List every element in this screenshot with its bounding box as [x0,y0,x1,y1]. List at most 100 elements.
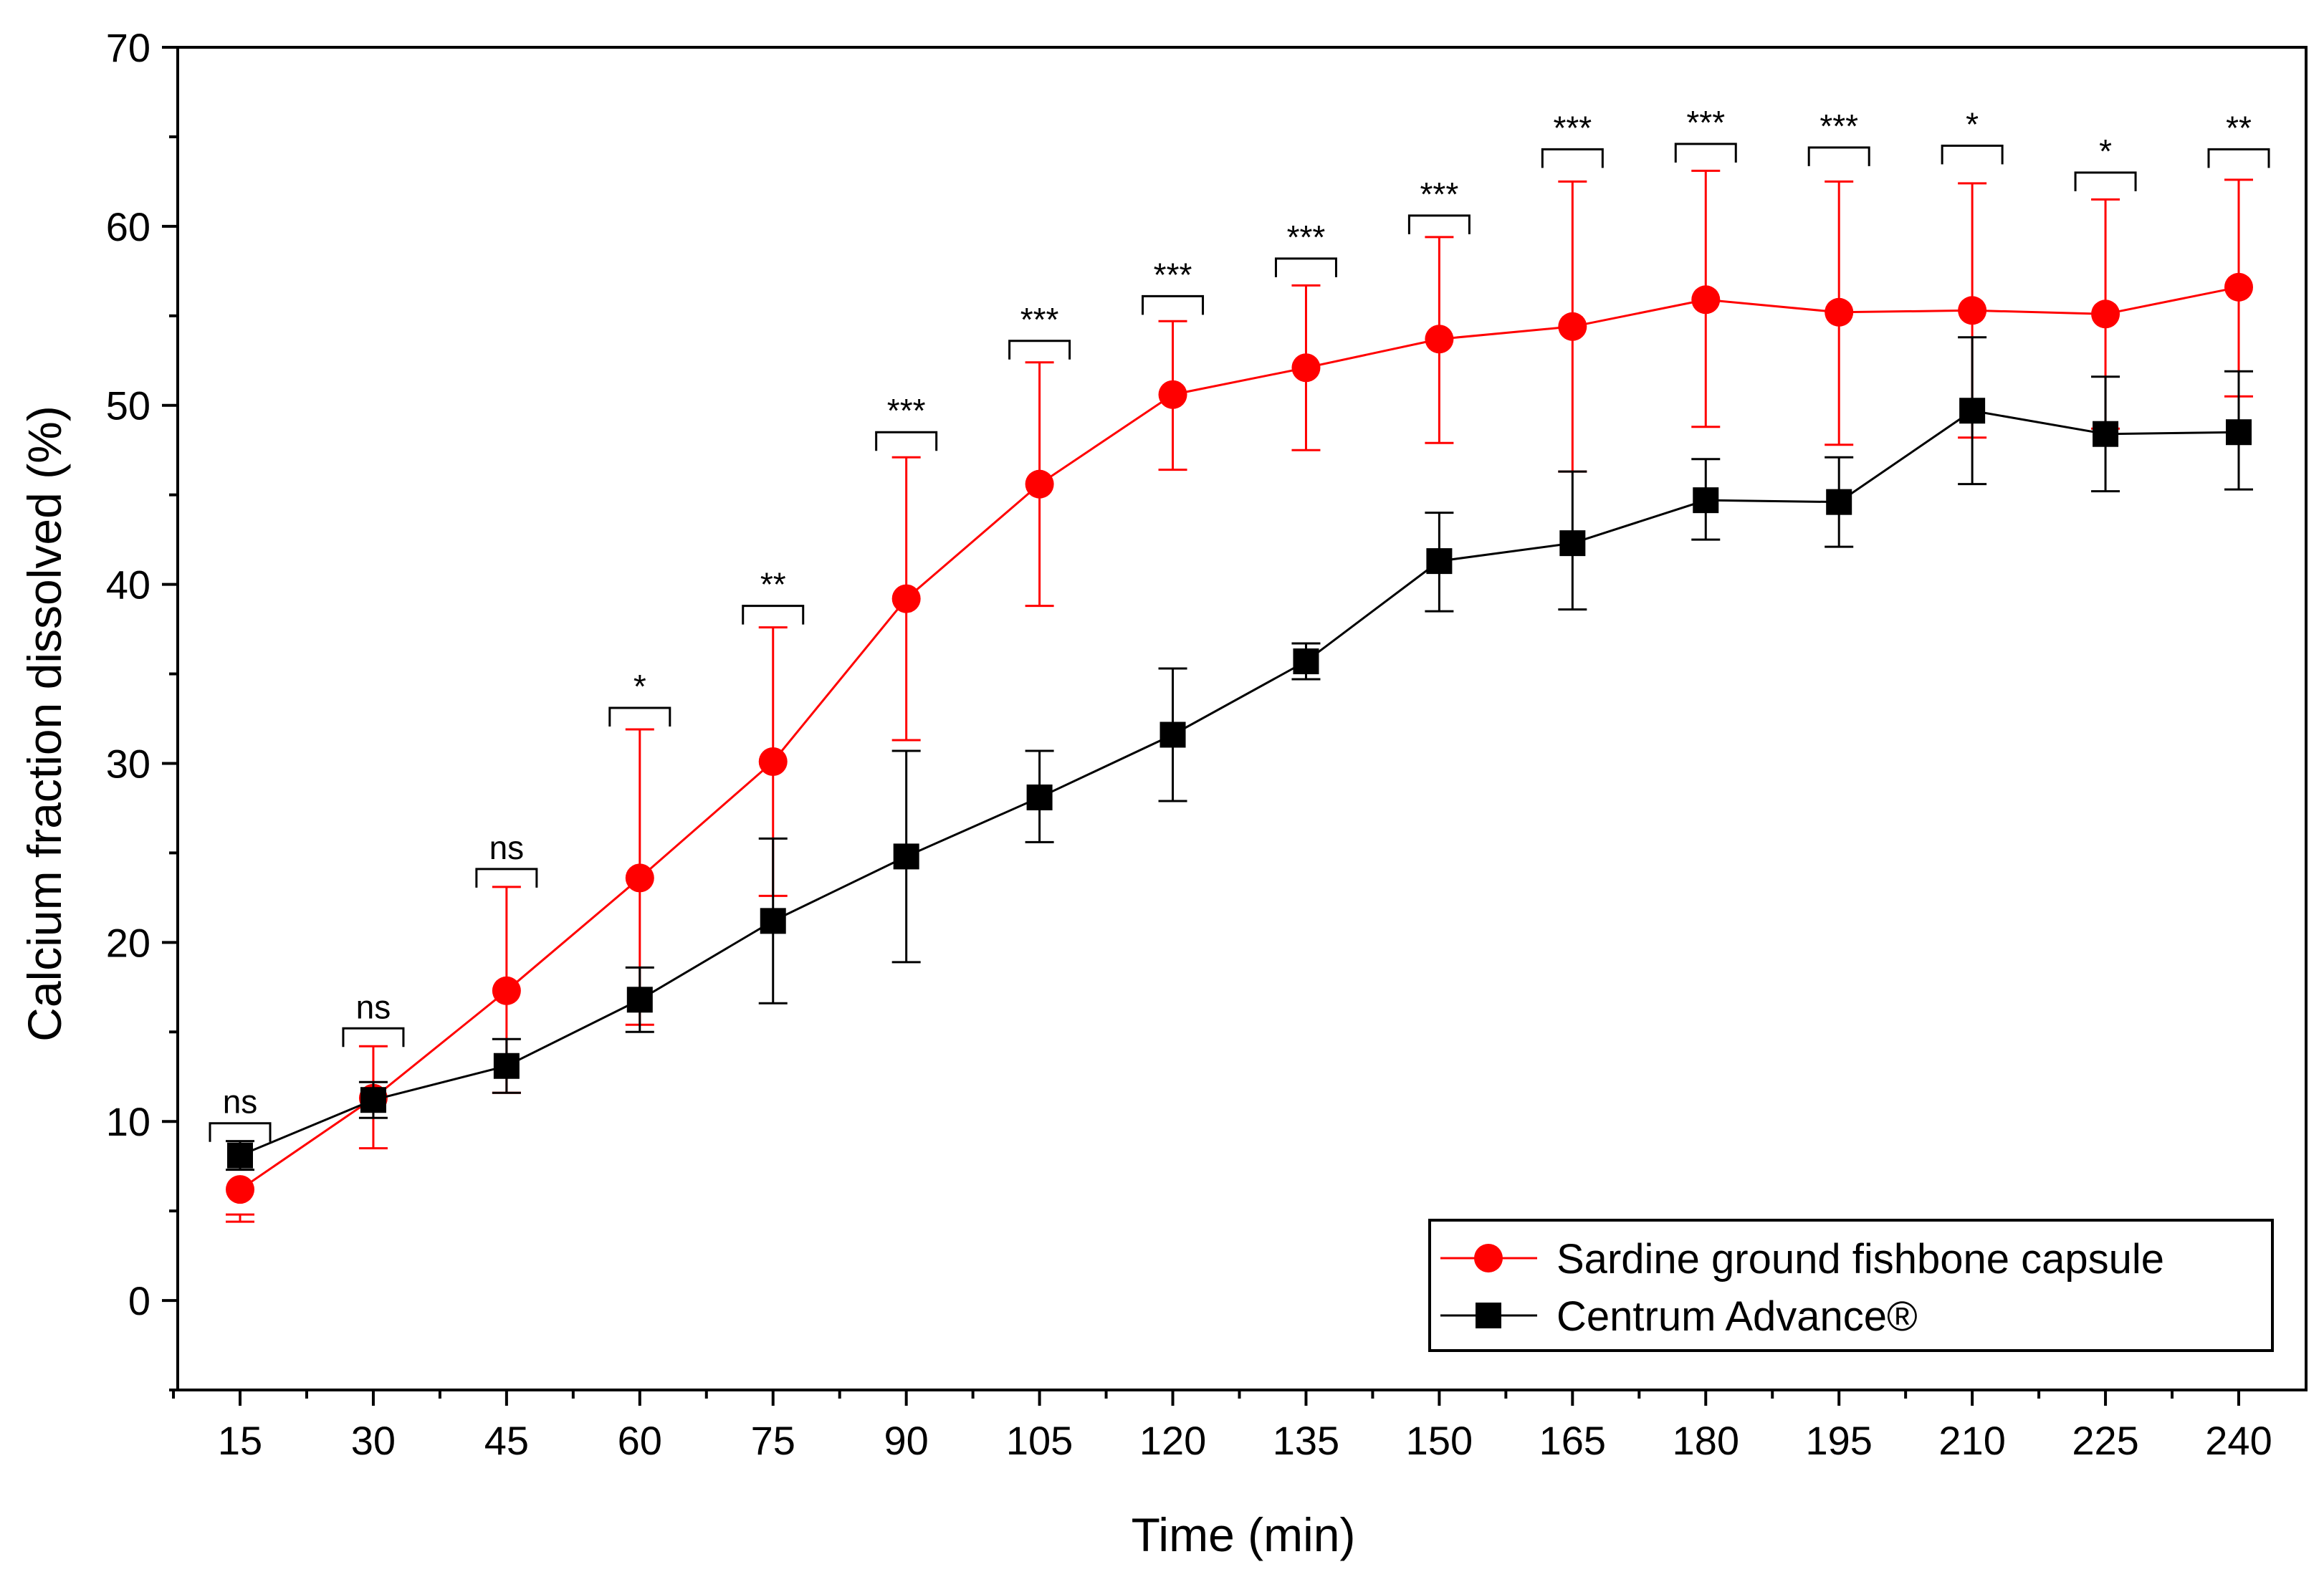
plot-frame [176,46,2308,1391]
y-tick-label: 50 [106,383,150,428]
significance-bracket [209,1122,272,1142]
y-axis: 0 10 20 30 40 50 60 70 [106,25,178,1391]
data-point [1826,489,1852,515]
x-tick-label: 75 [751,1418,795,1463]
significance-label: *** [887,392,926,429]
data-point [1958,296,1987,325]
data-point [1425,325,1454,354]
data-point [1026,784,1053,810]
series-layer [226,169,2253,1223]
series-line [239,286,2239,1191]
x-tick-label: 210 [1938,1418,2005,1463]
y-tick-label: 60 [106,204,150,249]
y-tick-label: 40 [106,562,150,608]
data-point [1693,487,1719,514]
data-point [360,1087,386,1113]
legend-label-sardine: Sardine ground fishbone capsule [1556,1236,2164,1283]
data-point [1158,380,1187,409]
data-point [226,1175,254,1204]
y-tick-label: 20 [106,920,150,965]
significance-label: *** [1287,219,1326,256]
y-tick-label: 0 [128,1278,150,1323]
significance-bracket [342,1027,405,1048]
data-point [1559,530,1586,557]
data-point [1159,722,1186,748]
significance-label: *** [1154,256,1192,293]
y-tick-label: 10 [106,1099,150,1144]
significance-bracket [1541,148,1604,168]
significance-label: ns [356,988,391,1025]
data-point [758,747,788,776]
data-point [1558,312,1587,341]
significance-label: * [633,668,646,705]
legend: Sardine ground fishbone capsule Centrum … [1428,1219,2274,1352]
y-tick-label: 70 [106,25,150,70]
legend-marker-sardine [1474,1244,1503,1272]
data-point [1291,353,1321,383]
data-point [493,1053,520,1079]
data-point [625,863,654,893]
legend-label-centrum: Centrum Advance® [1556,1293,1918,1340]
y-axis-title: Calcium fraction dissolved (%) [18,406,71,1042]
y-tick-label: 30 [106,741,150,786]
data-point [891,584,921,613]
data-point [492,976,521,1005]
significance-label: * [1966,105,1979,143]
significance-bracket [1674,143,1737,163]
data-point [893,843,919,870]
significance-bracket [608,706,671,727]
significance-label: ** [760,566,786,603]
data-point [2091,299,2120,329]
x-axis: 15 30 45 60 75 90 105 120 135 150 165 180 195 210 225 2… [172,1390,2272,1463]
significance-bracket [1274,257,1337,277]
x-tick-label: 195 [1805,1418,1872,1463]
x-tick-label: 90 [884,1418,929,1463]
data-point [1825,297,1854,327]
x-tick-label: 150 [1406,1418,1473,1463]
data-point [626,987,653,1013]
x-tick-label: 135 [1273,1418,1339,1463]
data-point [2226,419,2252,446]
series-centrum [226,336,2253,1171]
significance-bracket [1807,146,1870,166]
significance-bracket [2074,171,2137,191]
series-line [239,409,2239,1157]
significance-label: ns [489,829,525,866]
x-tick-label: 240 [2205,1418,2272,1463]
legend-box [1428,1219,2274,1352]
x-axis-title: Time (min) [1132,1508,1356,1561]
plot-border [176,46,2308,1391]
data-point [2224,272,2253,302]
significance-label: *** [1686,104,1725,141]
x-tick-label: 60 [618,1418,662,1463]
data-point [1293,648,1319,675]
significance-label: *** [1020,301,1059,338]
x-tick-label: 30 [351,1418,396,1463]
x-tick-label: 45 [484,1418,529,1463]
significance-label: ns [223,1083,258,1121]
significance-label: *** [1819,107,1858,145]
data-point [227,1142,253,1169]
significance-bracket [875,431,938,451]
significance-label: *** [1553,109,1592,146]
data-point [1025,469,1054,499]
data-point [1426,548,1453,575]
x-tick-label: 180 [1673,1418,1739,1463]
x-tick-label: 15 [218,1418,262,1463]
significance-label: * [2099,133,2112,170]
significance-bracket [1941,144,2004,165]
series-sardine [226,169,2253,1223]
significance-label: ** [2226,109,2252,146]
significance-bracket [475,868,538,888]
x-tick-label: 165 [1539,1418,1606,1463]
significance-bracket [742,605,805,625]
data-point [1959,398,1986,424]
data-point [1691,285,1721,315]
x-tick-label: 120 [1139,1418,1206,1463]
significance-bracket [1008,340,1071,360]
x-tick-label: 225 [2072,1418,2138,1463]
significance-bracket [2207,148,2270,168]
data-point [2093,421,2119,447]
